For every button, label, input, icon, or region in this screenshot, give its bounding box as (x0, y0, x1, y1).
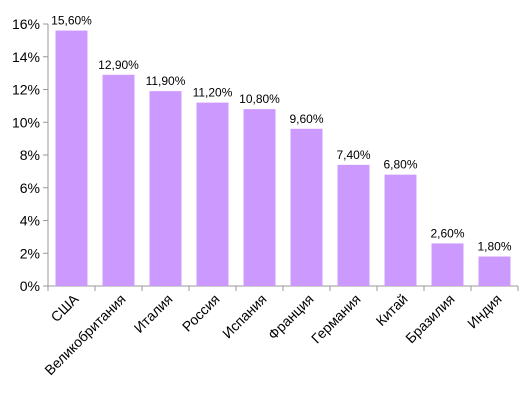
y-tick-label: 14% (12, 49, 40, 65)
data-label: 15,60% (51, 14, 92, 28)
chart-bars (55, 30, 511, 287)
data-label: 1,80% (477, 240, 511, 254)
bar (243, 109, 276, 287)
x-category-label: Бразилия (402, 291, 457, 346)
data-label: 2,60% (430, 226, 464, 240)
data-label: 9,60% (289, 112, 323, 126)
data-label: 6,80% (383, 158, 417, 172)
y-tick-label: 0% (20, 278, 40, 294)
data-label: 10,80% (239, 92, 280, 106)
y-tick-label: 2% (20, 245, 40, 261)
bar (384, 174, 417, 286)
bar (149, 91, 182, 286)
data-label: 11,20% (193, 86, 233, 100)
x-category-label: Италия (131, 291, 176, 336)
x-category-label: Великобритания (41, 291, 128, 378)
data-label: 11,90% (146, 74, 186, 88)
y-tick-label: 12% (12, 82, 40, 98)
x-category-label: Индия (464, 291, 505, 332)
x-category-label: Германия (308, 291, 364, 347)
y-tick-label: 4% (20, 213, 40, 229)
y-tick-label: 6% (20, 180, 40, 196)
data-label: 12,90% (98, 58, 139, 72)
x-category-label: Россия (179, 291, 223, 335)
data-label: 7,40% (336, 148, 370, 162)
y-axis-tick-labels: 0% 2% 4% 6% 8% 10% 12% 14% 16% (12, 16, 40, 294)
bar (337, 164, 370, 286)
bar (478, 256, 511, 286)
data-labels: 15,60% 12,90% 11,90% 11,20% 10,80% 9,60% 7,40%… (51, 14, 512, 254)
y-tick-label: 10% (12, 114, 40, 130)
x-category-label: Китай (373, 291, 411, 329)
x-category-label: Испания (219, 291, 270, 342)
bar (102, 74, 135, 286)
bar (290, 128, 323, 286)
x-category-label: США (47, 290, 82, 325)
y-tick-label: 16% (12, 16, 40, 32)
y-tick-label: 8% (20, 147, 40, 163)
bar (196, 102, 229, 286)
bar (55, 30, 88, 286)
bar (431, 243, 464, 286)
